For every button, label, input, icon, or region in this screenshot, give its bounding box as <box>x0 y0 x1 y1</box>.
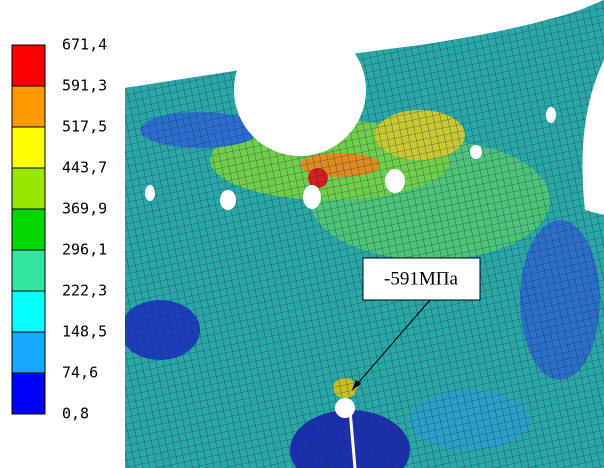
legend-label: 148,5 <box>62 323 107 341</box>
legend: 671,4 591,3 517,5 443,7 369,9 296,1 222,3 148,5… <box>12 36 107 423</box>
legend-label: 671,4 <box>62 36 107 54</box>
hole <box>335 398 355 418</box>
legend-label: 369,9 <box>62 200 107 218</box>
hole <box>385 169 405 193</box>
notch <box>234 24 366 156</box>
hole <box>220 190 236 210</box>
legend-label: 517,5 <box>62 118 107 136</box>
hole <box>470 145 482 159</box>
legend-band <box>12 168 45 209</box>
legend-label: 591,3 <box>62 77 107 95</box>
hole <box>303 185 321 209</box>
legend-label: 296,1 <box>62 241 107 259</box>
legend-band <box>12 45 45 86</box>
hole <box>546 107 556 123</box>
legend-band <box>12 127 45 168</box>
legend-label: 0,8 <box>62 405 89 423</box>
legend-band <box>12 209 45 250</box>
legend-band <box>12 332 45 373</box>
figure: 671,4 591,3 517,5 443,7 369,9 296,1 222,3 148,5… <box>0 0 604 468</box>
legend-band <box>12 250 45 291</box>
legend-band <box>12 291 45 332</box>
legend-band <box>12 373 45 414</box>
legend-band <box>12 86 45 127</box>
legend-label: 222,3 <box>62 282 107 300</box>
legend-label: 443,7 <box>62 159 107 177</box>
annotation: -591МПа <box>384 268 458 289</box>
legend-label: 74,6 <box>62 364 98 382</box>
hole <box>145 185 155 201</box>
screenshot: 671,4 591,3 517,5 443,7 369,9 296,1 222,3 148,5… <box>0 0 604 468</box>
